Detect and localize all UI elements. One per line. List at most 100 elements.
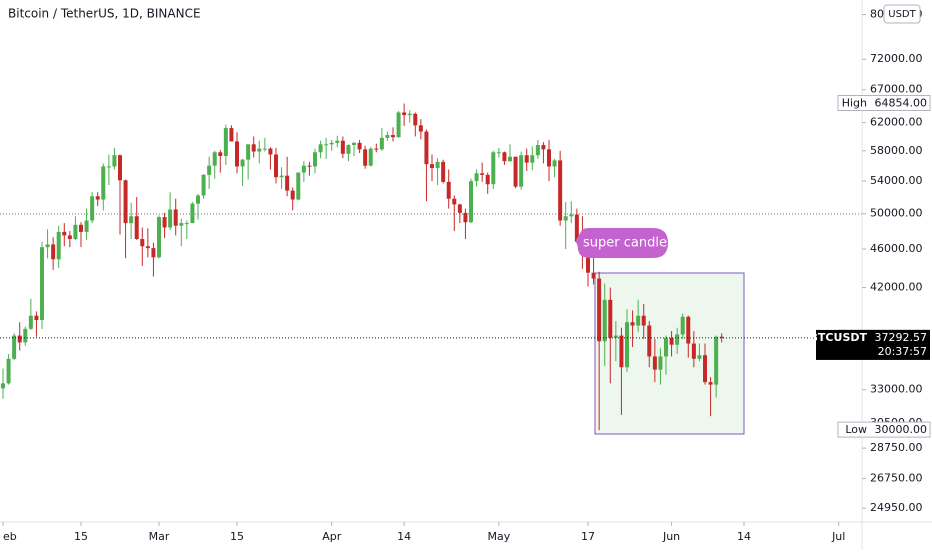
y-tick-label: 58000.00 xyxy=(870,144,923,157)
high-label-name: High xyxy=(842,96,867,109)
candle-body xyxy=(480,173,485,175)
candle-body xyxy=(112,155,117,167)
callout-bubble[interactable] xyxy=(576,228,668,258)
candle-body xyxy=(268,148,273,155)
candle-body xyxy=(402,112,407,116)
candle-body xyxy=(535,145,540,156)
candle-body xyxy=(502,152,507,162)
x-tick-label: 15 xyxy=(230,530,244,543)
x-tick-label: eb xyxy=(3,530,17,543)
candle-body xyxy=(145,246,150,249)
candle-body xyxy=(630,322,635,326)
candle-body xyxy=(691,343,696,359)
candle-body xyxy=(246,144,251,160)
low-label-name: Low xyxy=(845,423,867,436)
y-tick-label: 67000.00 xyxy=(870,83,923,96)
candle-body xyxy=(240,159,245,167)
candle-body xyxy=(574,214,579,242)
candle-body xyxy=(207,165,212,175)
candle-body xyxy=(374,148,379,150)
candle-body xyxy=(290,190,295,200)
candle-body xyxy=(625,322,629,368)
candle-body xyxy=(90,196,95,221)
y-tick-label: 54000.00 xyxy=(870,174,923,187)
candle-body xyxy=(463,212,468,223)
candle-body xyxy=(106,166,111,168)
candle-body xyxy=(430,164,434,168)
candle-body xyxy=(157,217,161,258)
candle-body xyxy=(452,198,457,205)
candle-body xyxy=(586,244,590,273)
y-tick-label: 42000.00 xyxy=(870,281,923,294)
candle-body xyxy=(296,172,301,200)
candle-body xyxy=(23,328,28,343)
y-tick-label: 72000.00 xyxy=(870,52,923,65)
candle-body xyxy=(40,247,44,321)
candle-body xyxy=(563,216,568,221)
candle-body xyxy=(641,315,646,326)
candle-body xyxy=(123,180,128,224)
candle-body xyxy=(407,113,412,116)
candle-body xyxy=(279,175,284,178)
candle-body xyxy=(301,165,306,173)
candle-body xyxy=(324,144,329,146)
candle-body xyxy=(151,248,156,258)
candles xyxy=(0,103,862,431)
candle-body xyxy=(313,152,317,167)
callout-text: super candle xyxy=(583,236,667,251)
candle-body xyxy=(597,278,602,342)
currency-button[interactable] xyxy=(883,4,921,24)
candle-body xyxy=(664,337,668,357)
candle-body xyxy=(357,142,362,150)
candle-body xyxy=(547,149,551,167)
candle-body xyxy=(363,149,368,166)
candle-body xyxy=(491,152,496,185)
candle-body xyxy=(201,174,206,196)
chart-title: Bitcoin / TetherUS, 1D, BINANCE xyxy=(8,7,201,21)
candle-body xyxy=(446,181,451,199)
last-label-value: 37292.57 xyxy=(875,331,928,344)
candle-body xyxy=(12,335,17,359)
y-tick-label: 50000.00 xyxy=(870,207,923,220)
candle-body xyxy=(530,155,535,163)
candle-body xyxy=(307,165,312,167)
candle-body xyxy=(385,135,390,138)
candle-body xyxy=(168,209,173,228)
candle-body xyxy=(619,335,624,368)
candle-body xyxy=(179,223,184,226)
x-tick-label: 17 xyxy=(581,530,595,543)
candle-body xyxy=(658,356,663,370)
rectangle-drawing[interactable] xyxy=(594,272,745,435)
candle-body xyxy=(435,161,440,168)
currency-label: USDT xyxy=(888,9,916,20)
x-tick-label: 14 xyxy=(397,530,411,543)
candle-body xyxy=(569,214,574,217)
candle-body xyxy=(79,224,83,232)
x-tick-label: 15 xyxy=(74,530,88,543)
candle-body xyxy=(708,382,713,385)
candle-body xyxy=(379,137,384,150)
candle-body xyxy=(6,358,11,384)
candle-body xyxy=(669,337,674,345)
low-label-value: 30000.00 xyxy=(875,423,928,436)
candle-body xyxy=(441,161,446,182)
candle-body xyxy=(675,334,680,345)
candle-body xyxy=(469,181,473,223)
candle-body xyxy=(496,152,501,154)
candle-body xyxy=(602,299,607,342)
candle-body xyxy=(703,355,707,383)
y-tick-label: 28750.00 xyxy=(870,441,923,454)
candle-body xyxy=(697,355,702,359)
last-label-box xyxy=(816,329,930,360)
last-label-name: BTCUSDT xyxy=(810,331,868,344)
candle-body xyxy=(340,140,345,154)
candle-body xyxy=(513,156,518,187)
x-tick-label: Jul xyxy=(831,530,845,543)
candle-body xyxy=(652,356,657,370)
y-tick-label: 46000.00 xyxy=(870,242,923,255)
candle-body xyxy=(95,196,100,200)
high-label-value: 64854.00 xyxy=(875,96,928,109)
candle-body xyxy=(647,325,652,357)
candle-body xyxy=(519,155,524,187)
